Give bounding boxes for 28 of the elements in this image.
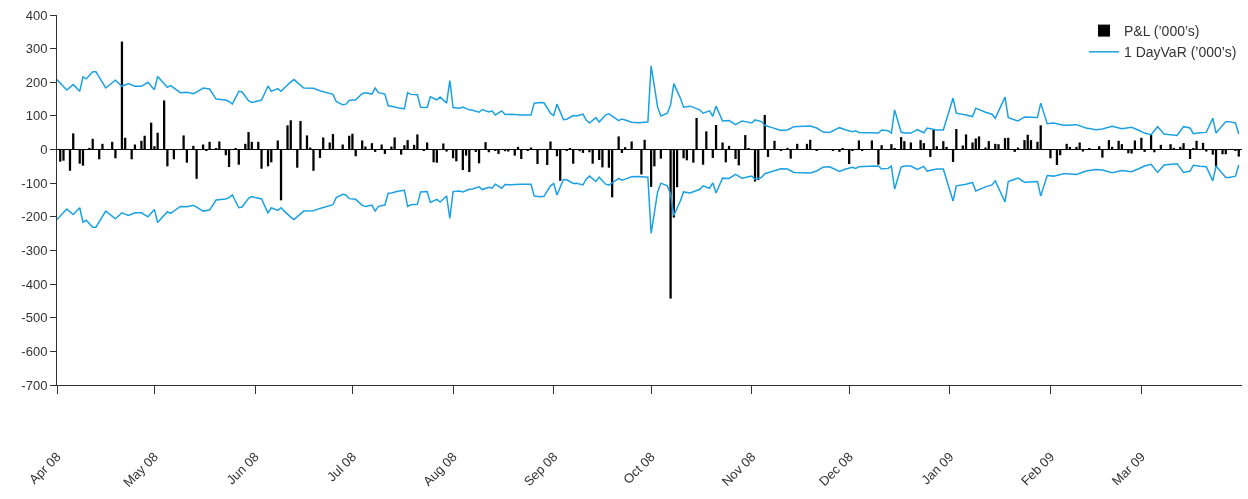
x-tick-label: Jan 09 (918, 449, 957, 488)
x-tick-label: Dec 08 (816, 449, 856, 489)
y-tick-label: 400 (25, 7, 48, 23)
x-tick-label: Nov 08 (718, 449, 759, 489)
y-tick-label: -200 (21, 209, 48, 225)
y-tick-label: -300 (21, 243, 48, 258)
y-tick-label: -600 (21, 343, 48, 359)
x-tick-label: Jul 08 (324, 449, 360, 485)
y-tick-label: -100 (21, 175, 48, 191)
legend-label: P&L (’000’s) (1124, 23, 1200, 40)
y-tick-label: -500 (21, 310, 48, 326)
legend-label: 1 DayVaR (’000’s) (1124, 44, 1237, 61)
line-series (57, 65, 1240, 137)
y-tick-label: -700 (21, 377, 48, 393)
line-series (57, 162, 1240, 235)
x-tick-label: Aug 08 (420, 449, 460, 489)
y-tick-label: 300 (25, 41, 48, 57)
x-tick-label: Oct 08 (620, 449, 658, 487)
x-tick-label: Feb 09 (1017, 449, 1058, 489)
y-tick-label: 200 (25, 74, 48, 90)
x-tick-label: Apr 08 (26, 449, 64, 487)
x-tick-label: Mar 09 (1108, 449, 1149, 489)
x-tick-label: Jun 08 (223, 449, 262, 488)
x-tick-label: May 08 (120, 449, 162, 490)
y-tick-label: 0 (40, 142, 48, 158)
y-tick-label: -400 (21, 276, 48, 292)
y-tick-label: 100 (25, 108, 48, 124)
x-tick-label: Sep 08 (520, 449, 561, 489)
